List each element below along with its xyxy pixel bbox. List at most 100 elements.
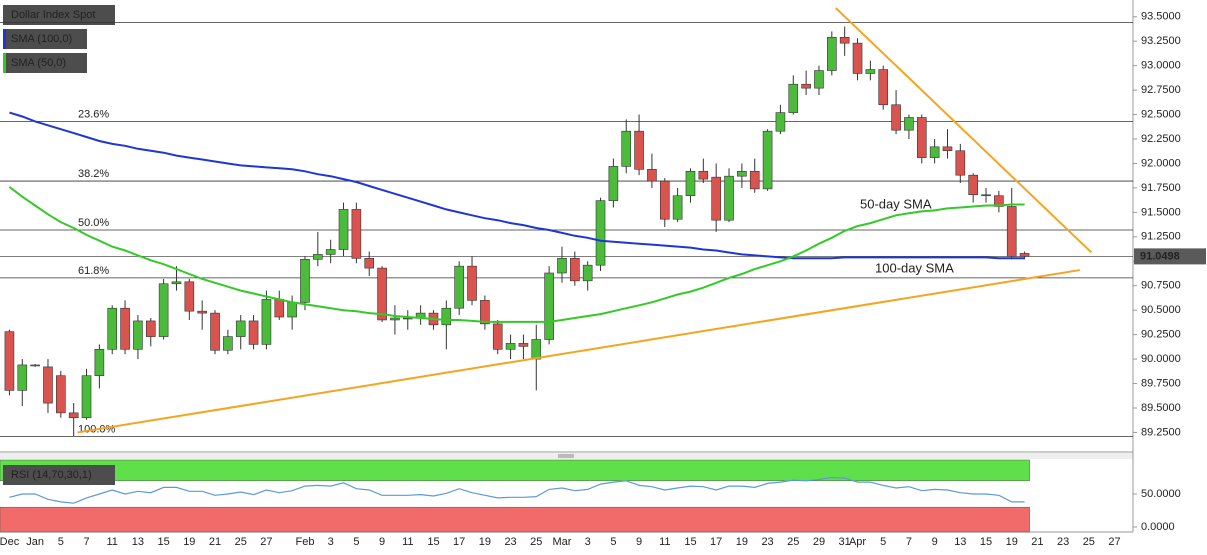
y-tick-label: 92.5000	[1141, 108, 1181, 120]
x-tick-label: 25	[530, 536, 542, 548]
x-tick-label: 7	[83, 536, 89, 548]
y-tick-label: 91.5000	[1141, 206, 1181, 218]
candle-body	[582, 264, 593, 282]
x-tick-label: 5	[58, 536, 64, 548]
level-label: 23.6%	[78, 108, 109, 120]
x-tick-label: 5	[610, 536, 616, 548]
candle-body	[325, 249, 336, 255]
candle-body	[338, 209, 349, 250]
candle-body	[557, 258, 567, 274]
candle-body	[364, 258, 375, 269]
y-tick-label: 89.2500	[1141, 426, 1181, 438]
candle-body	[313, 254, 323, 260]
candle-body	[634, 130, 644, 170]
y-tick-label: 91.2500	[1141, 231, 1181, 243]
candle-body	[120, 307, 130, 350]
legend-box	[3, 5, 115, 25]
rsi-band	[0, 506, 1030, 533]
x-tick-label: 15	[684, 536, 696, 548]
x-tick-label: Dec	[0, 536, 20, 548]
candle-body	[775, 112, 786, 132]
candle-body	[749, 170, 760, 190]
candle-body	[1019, 253, 1030, 257]
x-tick-label: 23	[504, 536, 516, 548]
candle-body	[916, 117, 927, 158]
candle-body	[30, 364, 40, 367]
candle-body	[878, 69, 889, 106]
candle-body	[56, 375, 66, 414]
candle-body	[184, 281, 195, 312]
trendline	[834, 7, 1093, 254]
candle-body	[248, 320, 259, 345]
candle-body	[570, 258, 580, 282]
candle-body	[68, 412, 79, 419]
rsi-title-box	[3, 465, 115, 485]
candle-body	[531, 339, 542, 360]
candle-body	[467, 265, 477, 301]
y-tick-label: 93.2500	[1141, 35, 1181, 47]
candle-body	[814, 70, 824, 89]
candle-body	[621, 130, 632, 167]
x-tick-label: 29	[813, 536, 825, 548]
legend-box	[3, 53, 87, 73]
x-tick-label: 25	[235, 536, 247, 548]
candle-body	[711, 176, 721, 221]
candle-body	[171, 281, 182, 285]
candle-body	[17, 364, 28, 391]
x-tick-label: 11	[107, 536, 118, 548]
candle-body	[762, 130, 773, 190]
candle-body	[94, 348, 105, 377]
candle-body	[274, 299, 285, 318]
rsi-band	[0, 459, 1030, 482]
candle-body	[43, 366, 53, 404]
x-tick-label: 5	[880, 536, 886, 548]
candle-body	[261, 299, 272, 345]
legend-box	[3, 29, 87, 49]
candle-body	[197, 310, 207, 314]
candle-body	[133, 320, 143, 350]
x-tick-label: 13	[954, 536, 966, 548]
x-tick-label: 19	[479, 536, 491, 548]
y-tick-label: 92.0000	[1141, 157, 1181, 169]
x-tick-label: Mar	[552, 536, 571, 548]
y-tick-label: 92.7500	[1141, 84, 1181, 96]
x-tick-label: 19	[183, 536, 195, 548]
candle-body	[904, 117, 914, 131]
x-tick-label: 11	[659, 536, 670, 548]
x-tick-label: 23	[1057, 536, 1069, 548]
x-tick-label: Jan	[26, 536, 44, 548]
candle-body	[223, 336, 233, 351]
candle-body	[839, 36, 850, 44]
candle-body	[377, 267, 387, 321]
x-tick-label: 15	[427, 536, 439, 548]
x-tick-label: 3	[585, 536, 591, 548]
candle-body	[981, 194, 991, 197]
candle-body	[210, 312, 220, 351]
x-tick-label: 27	[260, 536, 272, 548]
level-label: 61.8%	[78, 265, 109, 277]
x-tick-label: 13	[132, 536, 144, 548]
candle-body	[968, 174, 978, 196]
y-tick-label: 93.0000	[1141, 60, 1181, 72]
y-tick-label: 92.2500	[1141, 133, 1181, 145]
y-tick-label: 90.0000	[1141, 353, 1181, 365]
y-tick-label: 91.7500	[1141, 182, 1181, 194]
candle-body	[929, 146, 940, 158]
candle-body	[158, 283, 169, 337]
candle-body	[724, 175, 734, 221]
x-tick-label: 9	[636, 536, 642, 548]
candle-body	[891, 104, 901, 131]
candle-body	[480, 300, 490, 325]
x-tick-label: 9	[379, 536, 385, 548]
legend-swatch	[3, 53, 6, 73]
candle-body	[955, 150, 966, 176]
x-tick-label: 15	[158, 536, 170, 548]
last-price-label: 91.0498	[1140, 250, 1180, 262]
candle-body	[287, 302, 297, 318]
x-tick-label: 3	[328, 536, 334, 548]
trendline	[77, 269, 1080, 434]
candle-body	[235, 320, 246, 337]
y-tick-label: 90.2500	[1141, 329, 1181, 341]
x-tick-label: 17	[710, 536, 722, 548]
